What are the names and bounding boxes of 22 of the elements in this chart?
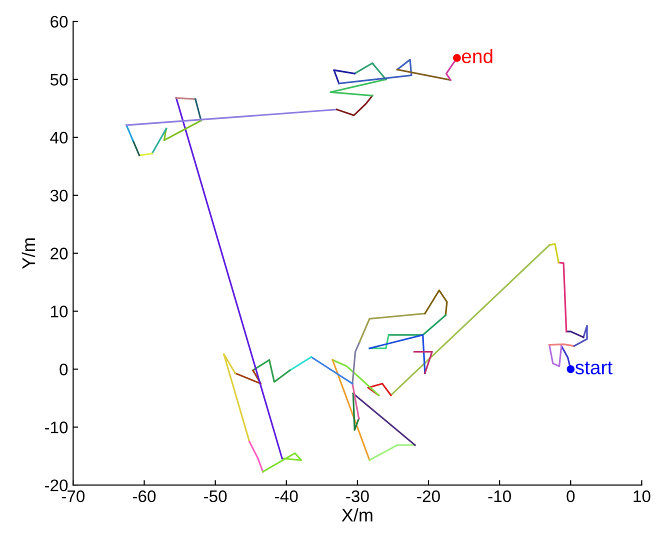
x-tick-label: -40 <box>275 490 298 502</box>
x-tick-label: -10 <box>488 490 511 502</box>
x-tick-label: -70 <box>62 490 85 502</box>
x-tick-label: -50 <box>204 490 227 502</box>
y-tick-label: 0 <box>60 364 68 376</box>
x-axis-title: X/m <box>342 508 372 522</box>
y-tick-label: -10 <box>44 422 68 434</box>
y-tick-label: 10 <box>51 306 68 318</box>
series-label: end <box>462 48 492 64</box>
y-tick-label: 60 <box>50 16 68 28</box>
y-tick-label: 30 <box>50 190 68 202</box>
x-tick-label: -30 <box>346 490 369 502</box>
x-tick-label: -20 <box>417 490 440 502</box>
series-label: start <box>575 362 612 374</box>
x-tick-label: 0 <box>566 490 575 502</box>
y-axis-title: Y/m <box>22 238 36 269</box>
y-tick-label: -20 <box>44 479 68 492</box>
x-tick-label: -60 <box>132 490 156 502</box>
y-tick-label: 50 <box>50 74 68 86</box>
x-tick-label: 10 <box>634 490 650 502</box>
y-tick-label: 20 <box>50 248 68 260</box>
y-tick-label: 40 <box>50 132 68 144</box>
